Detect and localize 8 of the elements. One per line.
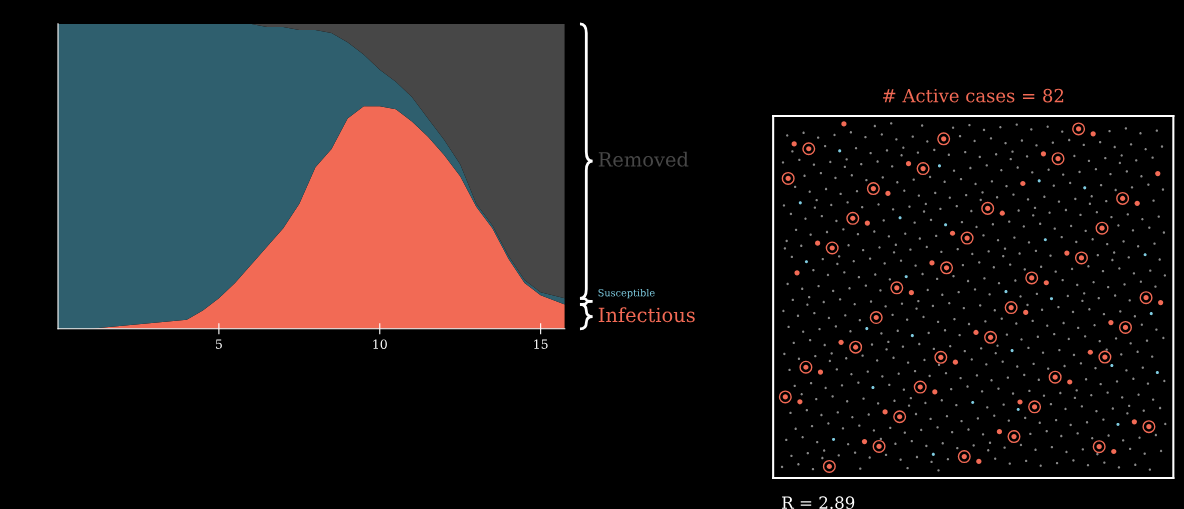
x-tick-label: 5 xyxy=(215,339,222,349)
text: # Active cases = 82 xyxy=(882,88,1064,103)
series-label: Removed xyxy=(598,151,689,167)
text: R = 2.89 xyxy=(782,496,855,509)
x-tick-label: 15 xyxy=(534,339,548,349)
series-label: Infectious xyxy=(598,307,695,323)
x-tick-label: 10 xyxy=(373,339,387,349)
text: Susceptible xyxy=(598,288,655,299)
